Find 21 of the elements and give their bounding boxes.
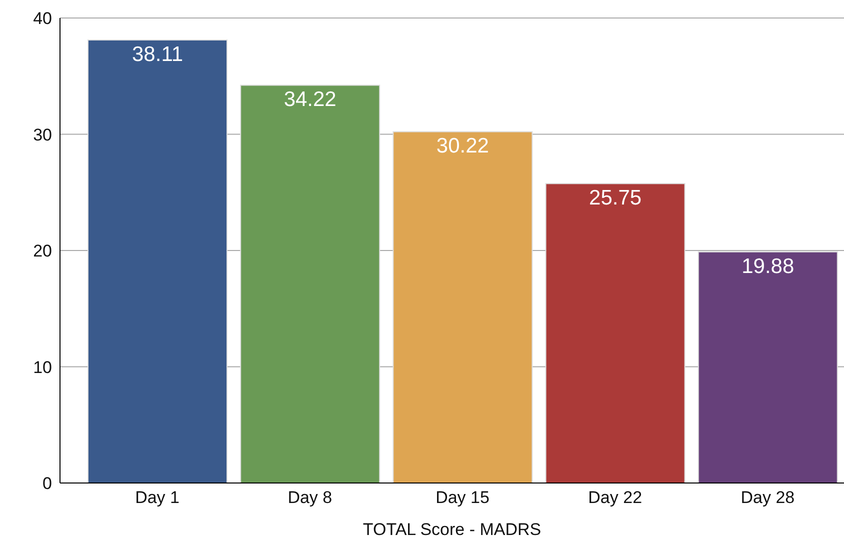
x-tick-label: Day 28 — [740, 488, 795, 508]
x-tick-label: Day 8 — [288, 488, 332, 508]
y-tick-label: 30 — [33, 125, 52, 144]
x-tick-label: Day 1 — [135, 488, 180, 508]
x-axis-title: TOTAL Score - MADRS — [362, 520, 542, 539]
data-label: 38.11 — [132, 42, 183, 66]
x-tick-label: Day 15 — [436, 488, 490, 508]
data-label: 34.22 — [284, 88, 336, 112]
y-tick-label: 40 — [33, 9, 52, 28]
bar — [392, 131, 533, 483]
data-label: 30.22 — [436, 134, 489, 158]
data-label: 19.88 — [742, 254, 794, 278]
y-tick-label: 0 — [42, 474, 52, 494]
bar — [698, 251, 838, 483]
y-tick-label: 20 — [33, 242, 52, 261]
bar — [545, 183, 686, 483]
bar — [240, 84, 380, 483]
y-tick-label: 10 — [33, 358, 52, 377]
bar — [88, 39, 228, 483]
x-tick-label: Day 22 — [588, 488, 642, 508]
data-label: 25.75 — [589, 186, 642, 210]
